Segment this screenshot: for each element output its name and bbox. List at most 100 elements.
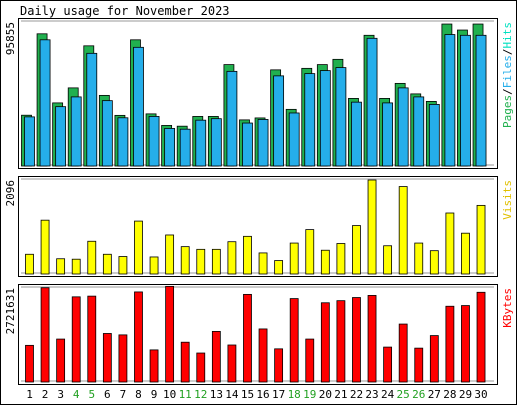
bar-kbytes-day-10: [165, 285, 175, 383]
bar-visits-day-15: [243, 235, 252, 275]
bar-files-day-25: [397, 87, 409, 167]
x-tick-label-day-18: 18: [288, 388, 301, 401]
x-tick-label-day-21: 21: [334, 388, 347, 401]
bar-visits-day-27: [429, 250, 439, 275]
bar-files-day-30: [475, 34, 487, 167]
bar-kbytes-day-24: [383, 346, 393, 383]
bar-files-day-18: [288, 112, 300, 167]
bar-kbytes-day-27: [429, 335, 439, 383]
x-tick-label-day-11: 11: [179, 388, 192, 401]
bar-kbytes-day-22: [352, 297, 361, 383]
bar-kbytes-day-11: [180, 341, 190, 383]
bar-visits-day-16: [258, 252, 268, 275]
bar-kbytes-day-8: [134, 291, 143, 383]
hits-ymax-label: 95855: [4, 22, 17, 55]
x-tick-label-day-2: 2: [42, 388, 49, 401]
bar-files-day-26: [413, 96, 425, 167]
x-tick-label-day-13: 13: [210, 388, 223, 401]
bar-visits-day-23: [367, 179, 377, 275]
bar-files-day-14: [226, 70, 238, 167]
kbytes-legend: KBytes: [501, 288, 514, 328]
x-tick-label-day-20: 20: [319, 388, 332, 401]
bar-kbytes-day-19: [305, 338, 315, 383]
bar-kbytes-day-16: [258, 328, 268, 383]
bar-kbytes-day-15: [243, 293, 252, 383]
bar-files-day-16: [257, 119, 269, 167]
bar-visits-day-18: [289, 242, 299, 275]
bar-files-day-22: [351, 101, 362, 167]
bar-kbytes-day-23: [367, 295, 377, 383]
x-tick-label-day-14: 14: [225, 388, 239, 401]
bar-files-day-19: [304, 73, 316, 167]
x-tick-label-day-8: 8: [135, 388, 142, 401]
bar-kbytes-day-14: [227, 344, 237, 383]
hits-legend-part-0: Pages: [501, 95, 514, 128]
bar-visits-day-10: [165, 234, 175, 275]
bar-kbytes-day-6: [102, 333, 112, 383]
x-tick-label-day-12: 12: [194, 388, 207, 401]
x-tick-label-day-24: 24: [381, 388, 395, 401]
x-tick-label-day-3: 3: [57, 388, 64, 401]
bar-kbytes-day-5: [87, 295, 97, 383]
bar-visits-day-8: [134, 220, 143, 275]
bar-visits-day-26: [414, 242, 424, 275]
bar-kbytes-day-29: [461, 305, 470, 383]
bar-kbytes-day-3: [56, 338, 66, 383]
bar-files-day-27: [428, 104, 440, 167]
visits-ymax-label: 2096: [4, 180, 17, 207]
bar-visits-day-29: [461, 232, 470, 275]
x-tick-label-day-29: 29: [459, 388, 472, 401]
x-tick-label-day-15: 15: [241, 388, 254, 401]
bar-files-day-29: [460, 34, 471, 167]
bar-files-day-3: [55, 106, 67, 167]
bar-visits-day-11: [180, 246, 190, 275]
bar-kbytes-day-9: [149, 349, 159, 383]
bar-kbytes-day-30: [476, 291, 486, 383]
bar-visits-day-13: [211, 248, 221, 275]
bar-kbytes-day-20: [320, 302, 330, 383]
bar-visits-day-4: [71, 258, 81, 275]
bar-visits-day-25: [398, 186, 408, 275]
bar-kbytes-day-12: [196, 352, 206, 383]
hits-legend-part-3: /: [501, 49, 514, 56]
x-tick-label-day-9: 9: [151, 388, 158, 401]
hits-legend-part-2: Files: [501, 55, 514, 88]
bar-visits-day-9: [149, 256, 159, 275]
x-tick-label-day-25: 25: [397, 388, 410, 401]
bar-kbytes-day-28: [445, 305, 455, 383]
x-tick-label-day-5: 5: [88, 388, 95, 401]
x-tick-label-day-6: 6: [104, 388, 111, 401]
hits-legend-part-1: /: [501, 88, 514, 95]
bar-files-day-9: [148, 116, 160, 167]
bar-kbytes-day-21: [336, 300, 346, 383]
bar-kbytes-day-4: [71, 296, 81, 383]
x-tick-label-day-26: 26: [412, 388, 425, 401]
bar-visits-day-2: [40, 219, 50, 275]
kbytes-ymax-label: 2721631: [4, 288, 17, 334]
x-tick-label-day-17: 17: [272, 388, 285, 401]
bar-kbytes-day-18: [289, 298, 299, 383]
bar-visits-day-5: [87, 240, 97, 275]
x-tick-label-day-16: 16: [256, 388, 269, 401]
x-tick-label-day-7: 7: [120, 388, 127, 401]
bar-files-day-2: [39, 39, 51, 167]
bar-kbytes-day-17: [274, 348, 284, 383]
bar-files-day-24: [382, 102, 394, 167]
bar-visits-day-7: [118, 256, 128, 275]
kbytes-legend-part-0: KBytes: [501, 288, 514, 328]
x-tick-label-day-28: 28: [443, 388, 456, 401]
bar-files-day-10: [164, 128, 176, 167]
bar-kbytes-day-7: [118, 334, 128, 383]
bar-visits-day-30: [476, 204, 486, 275]
bar-visits-day-14: [227, 241, 237, 275]
bar-kbytes-day-2: [40, 287, 50, 383]
x-tick-label-day-1: 1: [26, 388, 33, 401]
bar-visits-day-24: [383, 245, 393, 275]
bar-files-day-11: [179, 128, 191, 167]
bar-kbytes-day-25: [398, 323, 408, 383]
bar-visits-day-3: [56, 258, 66, 275]
x-tick-label-day-23: 23: [365, 388, 378, 401]
hits-legend: Pages/Files/Hits: [501, 22, 514, 128]
bar-visits-day-19: [305, 229, 315, 275]
visits-legend: Visits: [501, 180, 514, 220]
